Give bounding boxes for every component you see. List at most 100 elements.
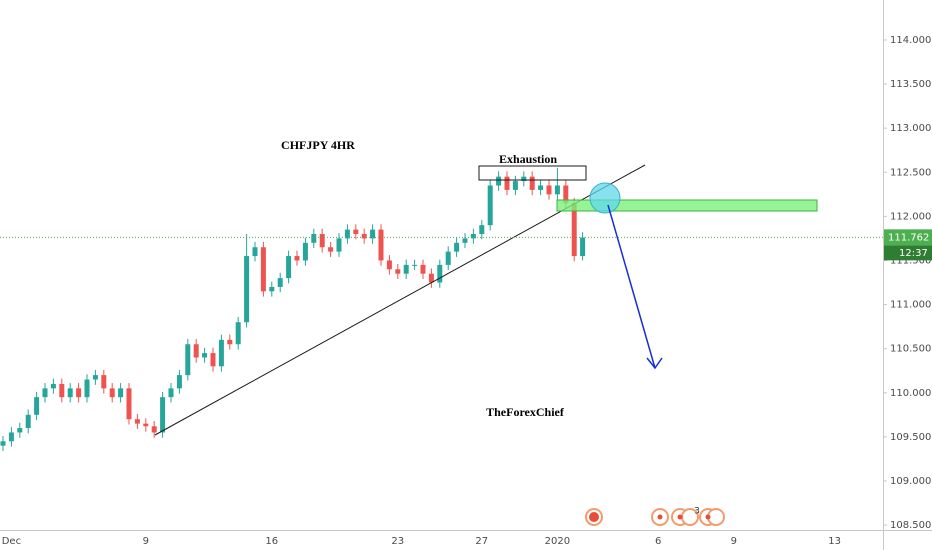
y-tick-label: 111.500 [890, 255, 931, 266]
annotation: Exhaustion [499, 152, 557, 166]
event-icons: 3 [585, 507, 725, 526]
chart-title: CHFJPY 4HR [281, 138, 355, 152]
annotation: TheForexChief [486, 405, 565, 419]
candle-body [260, 247, 266, 292]
countdown-label: 12:37 [899, 248, 928, 259]
candle-body [218, 339, 224, 367]
candle-body [344, 229, 350, 239]
candle-body [160, 397, 166, 433]
y-tick-label: 110.000 [890, 388, 931, 399]
candle-body [92, 375, 98, 380]
candle-body [193, 344, 199, 358]
plot-area [0, 167, 586, 451]
candle-body [302, 242, 308, 261]
candle-body [403, 264, 409, 274]
candle-body [487, 185, 493, 226]
candle-body [168, 388, 174, 398]
candle-body [76, 388, 82, 398]
x-tick-label: 13 [828, 536, 841, 547]
y-tick-label: 113.500 [890, 79, 931, 90]
candle-body [151, 426, 157, 433]
candle-body [25, 414, 31, 429]
supply-zone [556, 199, 818, 212]
candle-body [386, 260, 392, 270]
candle-body [311, 233, 317, 243]
candle-body [277, 278, 283, 287]
candle-body [496, 176, 502, 186]
candle-body [17, 428, 23, 433]
price-label: 111.762 [888, 232, 929, 243]
candle-body [252, 247, 258, 257]
candle-body [554, 185, 560, 195]
x-tick-label: 27 [475, 536, 488, 547]
candle-body [109, 388, 115, 398]
candle-body [336, 238, 342, 252]
countdown-bg [884, 245, 932, 261]
x-tick-label: 6 [655, 536, 661, 547]
arrow-head [646, 357, 663, 370]
x-tick-label: 23 [391, 536, 404, 547]
candle-body [50, 383, 56, 389]
x-tick-label: 2020 [545, 536, 570, 547]
candle-body [521, 176, 527, 182]
candle-body [361, 233, 367, 239]
candle-body [580, 237, 586, 257]
highlight-circle [589, 182, 621, 214]
arrow-shaft [607, 204, 656, 369]
candle-body [571, 203, 577, 257]
y-tick-label: 109.000 [890, 476, 931, 487]
candle-body [512, 181, 518, 190]
y-tick-label: 114.000 [890, 35, 931, 46]
candle-body [269, 286, 275, 292]
candle-body [0, 441, 6, 446]
candle-body [504, 176, 510, 190]
candle-body [294, 256, 300, 261]
y-tick-label: 112.500 [890, 167, 931, 178]
candle-body [538, 185, 544, 190]
candle-body [42, 388, 48, 398]
candle-body [202, 353, 208, 358]
event-icon-dot [657, 514, 663, 520]
candle-body [378, 229, 384, 261]
exhaustion-box [478, 165, 587, 181]
y-tick-label: 109.500 [890, 432, 931, 443]
candle-body [227, 339, 233, 345]
candle-body [143, 423, 149, 427]
candle-body [353, 229, 359, 234]
event-count: 3 [694, 507, 700, 517]
candle-body [395, 269, 401, 274]
candle-body [210, 353, 216, 367]
candle-body [134, 419, 140, 424]
candle-body [462, 238, 468, 243]
candle-body [319, 233, 325, 248]
candle-body [59, 383, 65, 398]
candle-body [454, 242, 460, 252]
candle-body [563, 185, 569, 204]
y-tick-label: 108.500 [890, 520, 931, 531]
candle-body [420, 264, 426, 274]
event-icon-dot [589, 512, 599, 522]
candle-body [328, 247, 334, 252]
candle-body [428, 273, 434, 283]
x-tick-label: 16 [265, 536, 278, 547]
candle-body [546, 185, 552, 195]
y-tick-label: 113.000 [890, 123, 931, 134]
candle-body [118, 388, 124, 398]
candle-body [479, 225, 485, 234]
candle-body [84, 379, 90, 398]
event-icon-dot [705, 514, 711, 520]
x-tick-label: Dec [2, 536, 21, 547]
candle-body [126, 388, 132, 420]
candle-body [101, 375, 107, 389]
candle-body [67, 388, 73, 398]
candle-body [244, 256, 250, 323]
candle-body [235, 322, 241, 345]
x-tick-label: 9 [731, 536, 737, 547]
candle-body [437, 264, 443, 283]
candle-body [370, 229, 376, 239]
event-icon-dot [677, 514, 683, 520]
candle-body [445, 251, 451, 265]
x-tick-label: 9 [143, 536, 149, 547]
candle-body [8, 432, 14, 442]
